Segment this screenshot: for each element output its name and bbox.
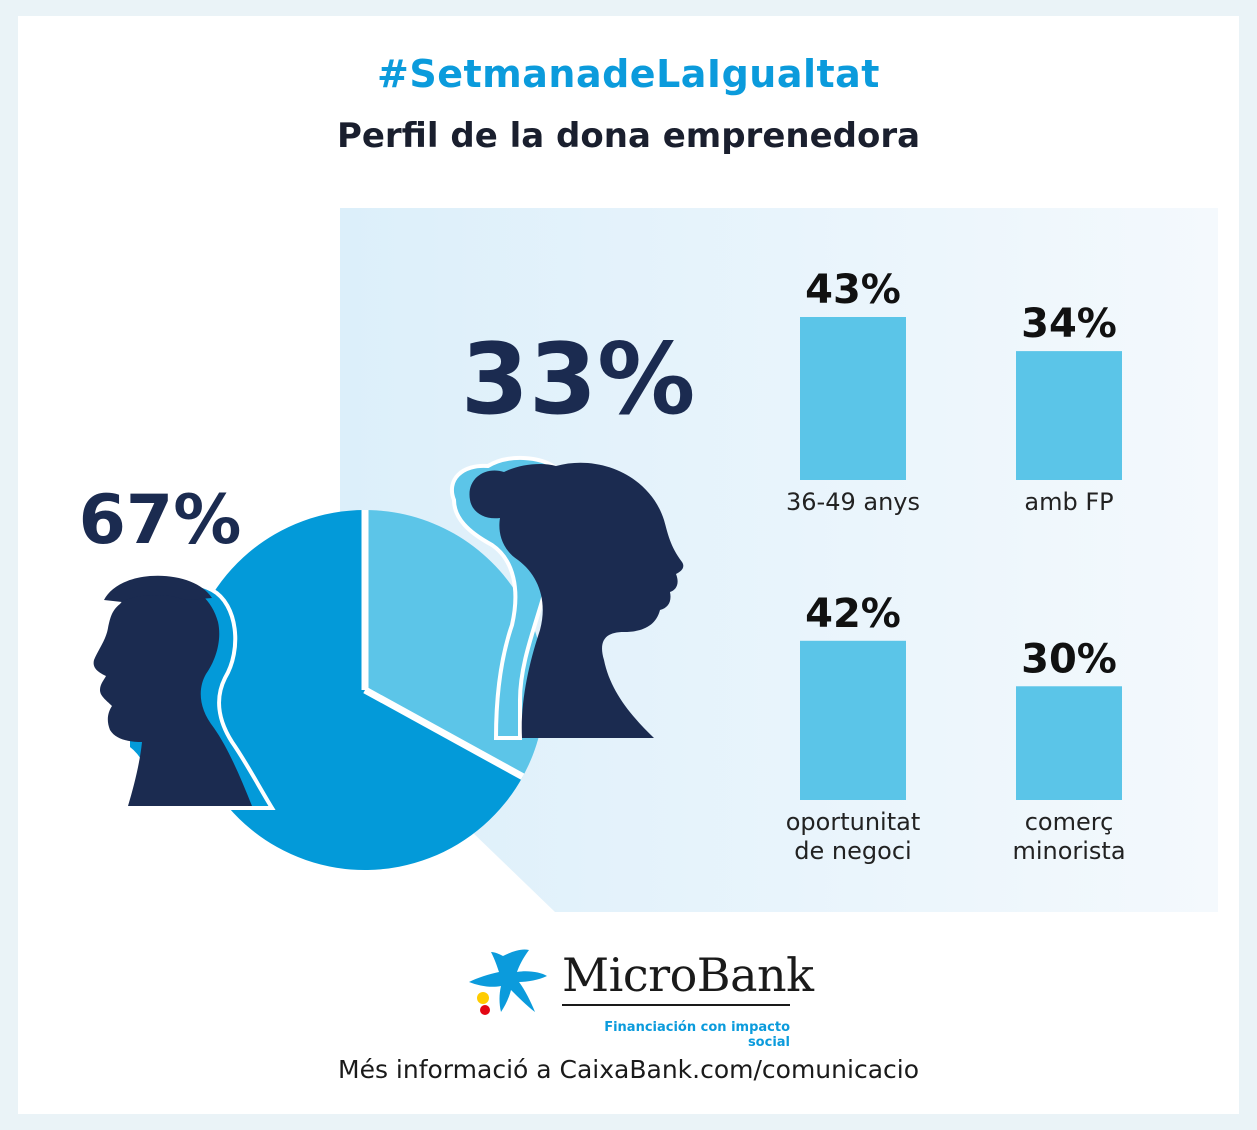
bar-3 [1016, 686, 1122, 800]
logo-divider [562, 1004, 790, 1006]
bar-category-label: comerç [1025, 808, 1114, 836]
logo-red-dot [480, 1005, 490, 1015]
bar-value-label: 34% [1021, 301, 1117, 347]
bar-value-label: 43% [805, 267, 901, 313]
bar-category-label: de negoci [794, 837, 911, 865]
logo-tagline: Financiación con impacto social [604, 1020, 790, 1050]
logo-yellow-dot [477, 992, 489, 1004]
footer-info-link[interactable]: Més informació a CaixaBank.com/comunicac… [338, 1055, 919, 1084]
pie-label-67: 67% [79, 481, 242, 560]
bar-0 [800, 317, 906, 480]
hashtag-heading: #SetmanadeLaIgualtat [377, 52, 880, 96]
male-head-icon [93, 575, 276, 810]
microbank-logo-text: MicroBank [562, 948, 814, 1002]
bar-value-label: 30% [1021, 636, 1117, 682]
bar-1 [1016, 351, 1122, 480]
bar-category-label: oportunitat [786, 808, 921, 836]
bar-2 [800, 640, 906, 800]
caixabank-star-icon [469, 949, 547, 1015]
pie-divider [363, 686, 525, 780]
bar-category-label: minorista [1012, 837, 1125, 865]
pie-slice-67 [184, 509, 523, 871]
bar-category-label: amb FP [1024, 488, 1113, 516]
bar-category-label: 36-49 anys [786, 488, 920, 516]
bar-value-label: 42% [805, 591, 901, 637]
page-title: Perfil de la dona emprenedora [336, 116, 921, 156]
pie-label-33: 33% [461, 323, 696, 437]
female-head-icon [450, 455, 684, 740]
